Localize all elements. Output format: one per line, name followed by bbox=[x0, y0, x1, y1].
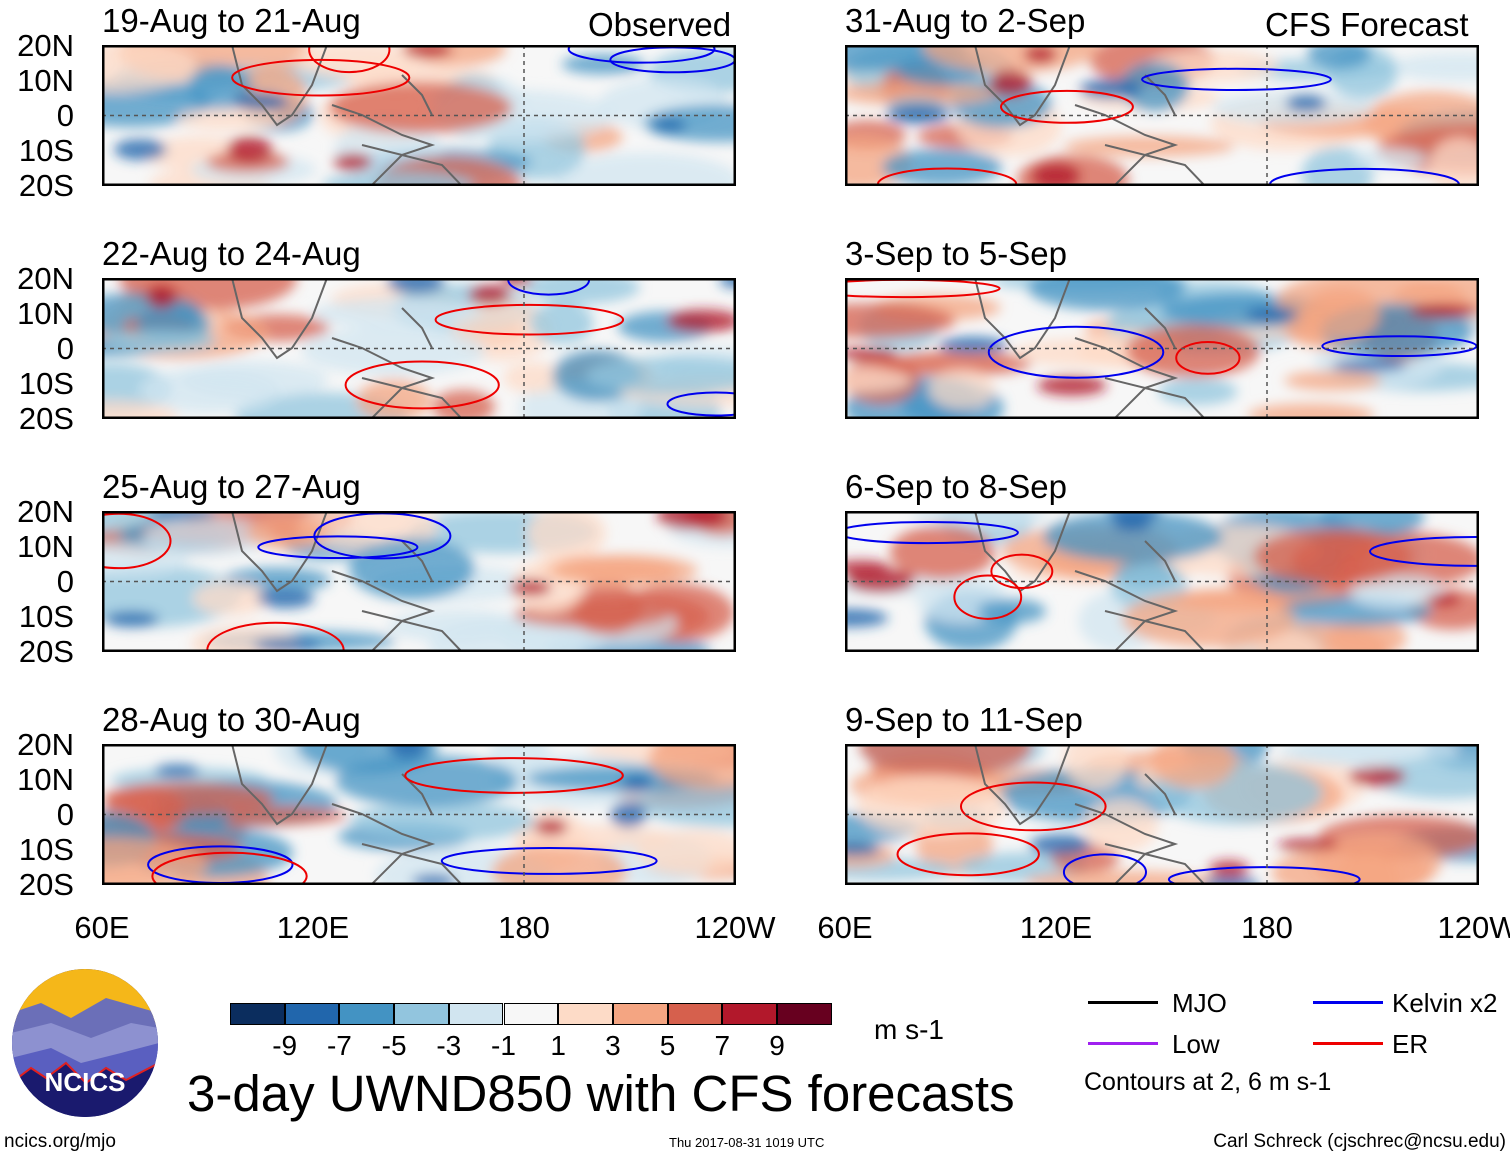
footer-timestamp: Thu 2017-08-31 1019 UTC bbox=[669, 1135, 825, 1150]
colorbar-swatch bbox=[777, 1003, 832, 1025]
forecast-header: CFS Forecast bbox=[1265, 6, 1469, 43]
lat-label: 0 bbox=[56, 98, 74, 133]
lat-label: 10N bbox=[17, 296, 74, 331]
lon-label: 120W bbox=[694, 910, 776, 945]
lat-label: 20S bbox=[18, 401, 74, 436]
colorbar-swatch bbox=[448, 1003, 504, 1025]
legend-line-mjo bbox=[1088, 1001, 1158, 1004]
colorbar-swatch bbox=[339, 1003, 395, 1025]
map-panel bbox=[845, 511, 1479, 652]
ncics-logo: NCICS bbox=[11, 968, 159, 1118]
map-panel bbox=[102, 744, 736, 885]
legend-label-kelvin: Kelvin x2 bbox=[1392, 988, 1498, 1018]
lat-label: 20N bbox=[17, 727, 74, 762]
lon-label: 180 bbox=[498, 910, 550, 945]
lat-label: 10S bbox=[18, 832, 74, 867]
legend-label-mjo: MJO bbox=[1172, 988, 1227, 1018]
lon-label: 60E bbox=[817, 910, 873, 945]
colorbar-units: m s-1 bbox=[874, 1014, 944, 1045]
map-panel bbox=[845, 45, 1479, 186]
observed-header: Observed bbox=[588, 6, 732, 43]
colorbar-label: -1 bbox=[491, 1030, 516, 1061]
lat-label: 10N bbox=[17, 762, 74, 797]
lat-label: 20S bbox=[18, 634, 74, 669]
colorbar-label: 7 bbox=[714, 1030, 731, 1061]
lat-label: 20S bbox=[18, 867, 74, 902]
legend-line-er bbox=[1313, 1042, 1383, 1045]
lat-label: 0 bbox=[56, 564, 74, 599]
colorbar-label: -9 bbox=[272, 1030, 298, 1061]
contour-note: Contours at 2, 6 m s-1 bbox=[1084, 1068, 1332, 1096]
lat-label: 10N bbox=[17, 63, 74, 98]
colorbar-swatch bbox=[503, 1003, 559, 1025]
colorbar-swatch bbox=[612, 1003, 668, 1025]
colorbar-swatch bbox=[667, 1003, 723, 1025]
lon-label: 180 bbox=[1241, 910, 1293, 945]
colorbar-label: 5 bbox=[659, 1030, 676, 1061]
legend-line-kelvin bbox=[1313, 1001, 1383, 1004]
panel-title: 22-Aug to 24-Aug bbox=[102, 235, 361, 272]
map-panel bbox=[102, 511, 736, 652]
panel-title: 6-Sep to 8-Sep bbox=[845, 468, 1067, 505]
legend-line-low bbox=[1088, 1042, 1158, 1045]
colorbar-swatch bbox=[284, 1003, 340, 1025]
panel-title: 25-Aug to 27-Aug bbox=[102, 468, 361, 505]
lat-label: 20N bbox=[17, 494, 74, 529]
lat-label: 10N bbox=[17, 529, 74, 564]
panel-title: 28-Aug to 30-Aug bbox=[102, 701, 361, 738]
colorbar-swatch bbox=[230, 1003, 285, 1025]
panel-title: 9-Sep to 11-Sep bbox=[845, 701, 1083, 738]
lat-label: 10S bbox=[18, 599, 74, 634]
lat-label: 20S bbox=[18, 168, 74, 203]
legend-label-low: Low bbox=[1172, 1029, 1220, 1059]
lat-label: 10S bbox=[18, 366, 74, 401]
lon-label: 60E bbox=[74, 910, 130, 945]
lon-label: 120E bbox=[1019, 910, 1093, 945]
lon-label: 120W bbox=[1437, 910, 1510, 945]
map-panel bbox=[102, 45, 736, 186]
lat-label: 0 bbox=[56, 797, 74, 832]
lat-label: 20N bbox=[17, 28, 74, 63]
panel-title: 3-Sep to 5-Sep bbox=[845, 235, 1067, 272]
colorbar-label: 1 bbox=[550, 1030, 566, 1061]
footer-url[interactable]: ncics.org/mjo bbox=[4, 1131, 116, 1152]
colorbar-label: -5 bbox=[381, 1030, 407, 1061]
map-panel bbox=[845, 744, 1479, 885]
colorbar-swatch bbox=[722, 1003, 777, 1025]
colorbar-label: -7 bbox=[326, 1030, 352, 1061]
panel-title: 19-Aug to 21-Aug bbox=[102, 2, 361, 39]
lat-label: 10S bbox=[18, 133, 74, 168]
colorbar-label: 9 bbox=[769, 1030, 785, 1061]
lon-label: 120E bbox=[276, 910, 350, 945]
map-panel bbox=[102, 278, 736, 419]
colorbar-swatch bbox=[558, 1003, 613, 1025]
figure-title: 3-day UWND850 with CFS forecasts bbox=[187, 1065, 1015, 1122]
lat-label: 20N bbox=[17, 261, 74, 296]
legend-label-er: ER bbox=[1392, 1029, 1429, 1059]
lat-label: 0 bbox=[56, 331, 74, 366]
colorbar-label: -3 bbox=[436, 1030, 462, 1061]
footer-author: Carl Schreck (cjschrec@ncsu.edu) bbox=[1213, 1131, 1506, 1152]
logo-text: NCICS bbox=[45, 1067, 126, 1097]
colorbar-swatch bbox=[394, 1003, 449, 1025]
colorbar-label: 3 bbox=[605, 1030, 621, 1061]
panel-title: 31-Aug to 2-Sep bbox=[845, 2, 1086, 39]
map-panel bbox=[845, 278, 1479, 419]
